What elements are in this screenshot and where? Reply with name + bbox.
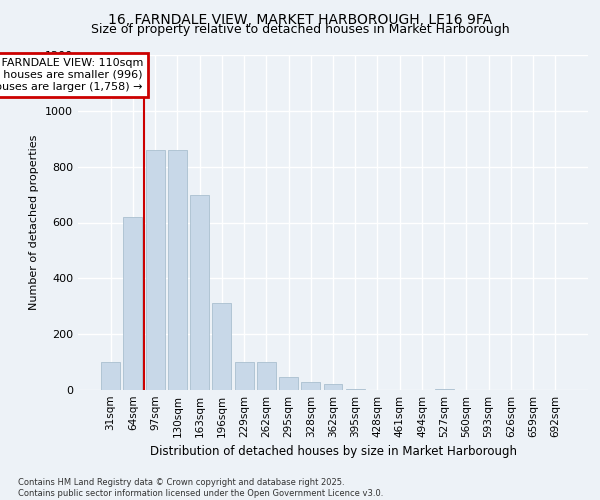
X-axis label: Distribution of detached houses by size in Market Harborough: Distribution of detached houses by size … bbox=[149, 446, 517, 458]
Bar bbox=[212, 304, 231, 390]
Text: 16 FARNDALE VIEW: 110sqm
← 36% of detached houses are smaller (996)
64% of semi-: 16 FARNDALE VIEW: 110sqm ← 36% of detach… bbox=[0, 58, 143, 92]
Bar bbox=[435, 388, 454, 390]
Bar bbox=[346, 388, 365, 390]
Bar bbox=[235, 362, 254, 390]
Bar bbox=[257, 362, 276, 390]
Bar bbox=[146, 150, 164, 390]
Bar bbox=[168, 150, 187, 390]
Bar bbox=[101, 362, 120, 390]
Bar bbox=[124, 217, 142, 390]
Bar bbox=[301, 382, 320, 390]
Bar bbox=[323, 384, 343, 390]
Text: 16, FARNDALE VIEW, MARKET HARBOROUGH, LE16 9FA: 16, FARNDALE VIEW, MARKET HARBOROUGH, LE… bbox=[108, 12, 492, 26]
Text: Size of property relative to detached houses in Market Harborough: Size of property relative to detached ho… bbox=[91, 22, 509, 36]
Bar bbox=[279, 378, 298, 390]
Y-axis label: Number of detached properties: Number of detached properties bbox=[29, 135, 40, 310]
Text: Contains HM Land Registry data © Crown copyright and database right 2025.
Contai: Contains HM Land Registry data © Crown c… bbox=[18, 478, 383, 498]
Bar bbox=[190, 194, 209, 390]
